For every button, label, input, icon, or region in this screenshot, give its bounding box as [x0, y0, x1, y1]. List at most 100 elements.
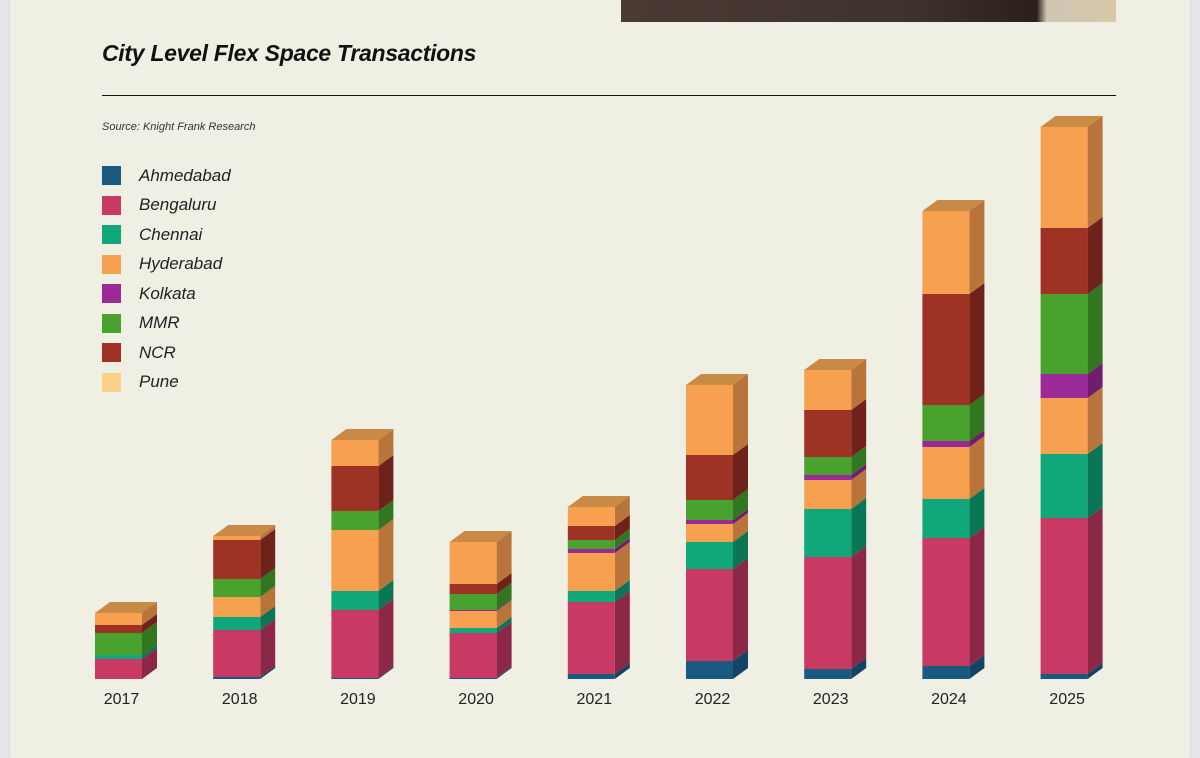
bar-segment-mmr-2018: [213, 579, 261, 597]
bar-top-2022: [686, 374, 748, 385]
bar-top-2024: [922, 200, 985, 211]
bar-segment-ahmedabad-2018: [213, 677, 261, 679]
bar-side-hyderabad-2022: [733, 513, 748, 542]
legend-label: NCR: [139, 342, 176, 362]
bar-segment-mmr-2022: [686, 500, 733, 520]
x-tick-label: 2022: [695, 691, 731, 708]
bar-segment-pune-2020: [449, 542, 497, 584]
bar-segment-hyderabad-2022: [686, 524, 733, 542]
bar-side-hyderabad-2024: [969, 436, 985, 499]
bar-side-chennai-2018: [260, 606, 276, 630]
bar-segment-chennai-2025: [1040, 454, 1088, 518]
bar-segment-ahmedabad-2020: [449, 678, 497, 679]
x-tick-label: 2023: [813, 691, 849, 708]
bar-segment-mmr-2021: [567, 540, 615, 549]
bar-side-kolkata-2021: [614, 538, 630, 553]
bar-segment-hyderabad-2023: [804, 480, 852, 509]
bar-segment-ncr-2024: [922, 294, 970, 405]
legend-swatch: [102, 254, 121, 274]
bar-side-ahmedabad-2023: [851, 658, 867, 679]
bar-side-chennai-2022: [733, 531, 748, 569]
bar-segment-ncr-2020: [449, 584, 497, 594]
legend-item-ahmedabad: Ahmedabad: [102, 161, 231, 191]
bar-top-2023: [804, 359, 867, 370]
bar-segment-ncr-2017: [95, 625, 142, 633]
bar-segment-hyderabad-2019: [331, 530, 379, 591]
bar-side-pune-2017: [142, 602, 157, 625]
bar-segment-bengaluru-2024: [922, 538, 970, 666]
bar-side-ahmedabad-2018: [260, 666, 276, 679]
legend-swatch: [102, 195, 121, 215]
bar-side-ncr-2022: [733, 444, 748, 500]
bar-segment-ahmedabad-2023: [804, 669, 852, 679]
bar-segment-ahmedabad-2025: [1040, 674, 1088, 679]
bar-side-bengaluru-2025: [1087, 507, 1103, 674]
bar-side-mmr-2022: [733, 489, 748, 520]
bar-segment-mmr-2017: [95, 633, 142, 655]
legend-item-mmr: MMR: [102, 309, 231, 339]
legend-label: Kolkata: [139, 283, 196, 303]
bar-side-hyderabad-2025: [1087, 387, 1103, 454]
legend-item-ncr: NCR: [102, 338, 231, 368]
bar-side-ncr-2020: [496, 573, 512, 594]
bar-side-kolkata-2023: [851, 464, 867, 480]
x-tick-label: 2017: [104, 691, 140, 708]
bar-segment-kolkata-2023: [804, 475, 852, 480]
x-tick-label: 2020: [458, 691, 494, 708]
bar-segment-ncr-2023: [804, 410, 852, 457]
chart-source: Source: Knight Frank Research: [102, 121, 256, 133]
bar-top-2020: [449, 531, 512, 542]
bar-segment-bengaluru-2017: [95, 659, 142, 679]
bar-side-pune-2023: [851, 359, 867, 410]
bar-segment-kolkata-2020: [449, 610, 497, 611]
bar-side-kolkata-2022: [733, 509, 748, 524]
bar-side-ahmedabad-2025: [1087, 663, 1103, 679]
legend-swatch: [102, 313, 121, 333]
bar-segment-ahmedabad-2021: [567, 674, 615, 679]
bar-segment-bengaluru-2019: [331, 610, 379, 678]
bar-side-hyderabad-2018: [260, 586, 276, 617]
bar-side-ncr-2021: [614, 515, 630, 540]
bar-side-chennai-2025: [1087, 443, 1103, 518]
bar-side-ahmedabad-2021: [614, 663, 630, 679]
bar-side-chennai-2021: [614, 580, 630, 602]
bar-segment-mmr-2020: [449, 594, 497, 610]
bar-segment-ahmedabad-2022: [686, 661, 733, 679]
bar-top-2017: [95, 602, 157, 613]
bar-side-chennai-2017: [142, 644, 157, 659]
bar-segment-kolkata-2024: [922, 441, 970, 447]
bar-side-bengaluru-2021: [614, 591, 630, 674]
bar-side-bengaluru-2018: [260, 619, 276, 677]
bar-segment-bengaluru-2018: [213, 630, 261, 677]
bar-side-ahmedabad-2022: [733, 650, 748, 679]
bar-side-ahmedabad-2019: [378, 667, 394, 679]
chart-legend: Ahmedabad Bengaluru Chennai Hyderabad Kolkat…: [102, 161, 231, 397]
legend-label: MMR: [139, 313, 180, 333]
legend-swatch: [102, 372, 121, 392]
bar-segment-pune-2017: [95, 613, 142, 625]
bar-segment-ahmedabad-2024: [922, 666, 970, 679]
bar-segment-chennai-2024: [922, 499, 970, 538]
bar-segment-mmr-2019: [331, 511, 379, 530]
bar-side-ncr-2025: [1087, 217, 1103, 294]
x-tick-label: 2018: [222, 691, 258, 708]
bar-segment-bengaluru-2025: [1040, 518, 1088, 674]
bar-segment-pune-2025: [1040, 127, 1088, 228]
bar-segment-bengaluru-2023: [804, 557, 852, 669]
chart-title: City Level Flex Space Transactions: [102, 40, 477, 66]
bar-segment-pune-2024: [922, 211, 970, 294]
bar-side-chennai-2024: [969, 488, 985, 538]
bar-side-kolkata-2024: [969, 430, 985, 447]
bar-segment-pune-2019: [331, 440, 379, 466]
bar-segment-pune-2022: [686, 385, 733, 455]
legend-label: Hyderabad: [139, 254, 223, 274]
bar-top-2019: [331, 429, 394, 440]
bar-segment-pune-2021: [567, 507, 615, 526]
bar-side-ncr-2018: [260, 529, 276, 579]
bar-segment-hyderabad-2021: [567, 553, 615, 591]
bar-side-pune-2025: [1087, 116, 1103, 228]
legend-label: Bengaluru: [139, 195, 217, 215]
bar-segment-hyderabad-2018: [213, 597, 261, 617]
bar-segment-chennai-2021: [567, 591, 615, 602]
